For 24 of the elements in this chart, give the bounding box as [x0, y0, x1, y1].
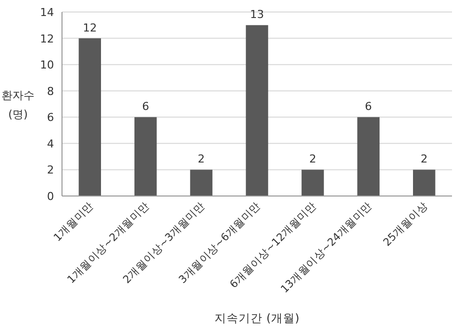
data-label: 6 — [142, 100, 150, 114]
bar — [357, 117, 380, 196]
x-axis-title: 지속기간 (개월) — [214, 311, 300, 325]
bar — [190, 170, 212, 196]
bar — [78, 38, 101, 196]
y-tick-label: 2 — [47, 164, 54, 177]
y-tick-label: 0 — [47, 190, 54, 203]
data-label: 6 — [364, 100, 372, 114]
data-label: 2 — [198, 152, 205, 166]
data-label: 2 — [309, 152, 316, 166]
y-tick-label: 4 — [47, 137, 54, 150]
y-axis-title: 환자수 (명) — [2, 89, 34, 121]
data-label: 13 — [250, 8, 264, 22]
data-label: 2 — [420, 152, 428, 166]
y-tick-label: 10 — [40, 58, 54, 72]
y-tick-label: 8 — [47, 84, 54, 98]
y-tick-label: 14 — [40, 6, 54, 19]
y-tick-label: 6 — [47, 111, 54, 124]
bar — [302, 170, 324, 196]
y-tick-label: 12 — [40, 32, 54, 46]
bar — [246, 25, 268, 196]
bar — [413, 170, 436, 196]
bar — [134, 117, 157, 196]
data-label: 12 — [82, 21, 97, 34]
